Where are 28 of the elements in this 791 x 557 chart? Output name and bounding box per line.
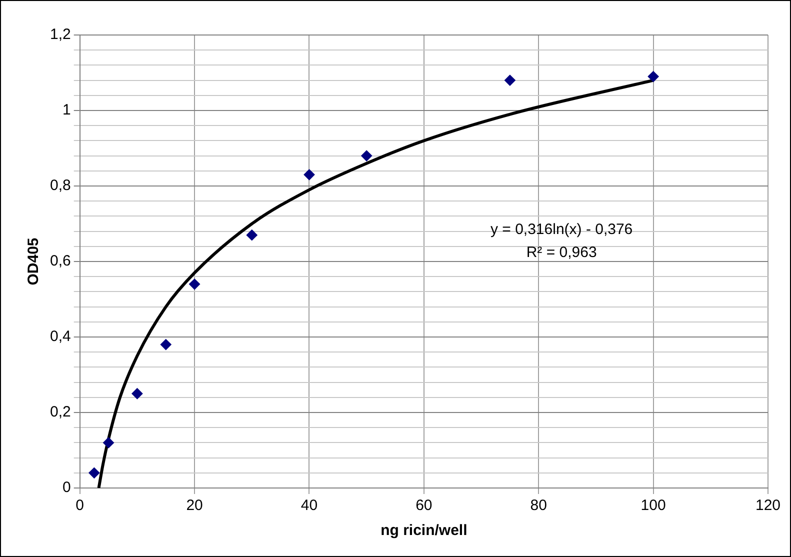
y-tick-label: 0,6 (50, 252, 71, 270)
x-tick-label: 100 (640, 497, 666, 514)
point (361, 150, 372, 162)
x-tick-label: 40 (300, 497, 318, 514)
point (132, 388, 143, 400)
point (304, 169, 315, 180)
point (88, 467, 100, 478)
x-tick-label: 120 (755, 497, 781, 514)
point (160, 339, 172, 350)
point (103, 437, 114, 448)
y-tick-label: 0,2 (50, 404, 71, 421)
y-tick-label: 1,2 (50, 26, 71, 44)
annotation: R² = 0,963 (526, 244, 597, 261)
point (246, 230, 258, 241)
y-axis-title: OD405 (25, 238, 42, 286)
x-tick-label: 20 (186, 497, 203, 514)
point (189, 278, 200, 290)
x-tick-label: 80 (530, 497, 547, 514)
x-axis-title: ng ricin/well (380, 522, 468, 540)
x-tick-label: 60 (416, 497, 432, 514)
y-tick-label: 0 (62, 479, 71, 496)
annotation: y = 0,316ln(x) - 0,376 (490, 220, 633, 238)
point (648, 71, 659, 82)
x-tick-label: 0 (76, 497, 84, 514)
point (504, 74, 516, 86)
y-tick-label: 1 (62, 102, 71, 119)
y-tick-label: 0,8 (50, 177, 71, 194)
y-tick-label: 0,4 (50, 328, 71, 346)
